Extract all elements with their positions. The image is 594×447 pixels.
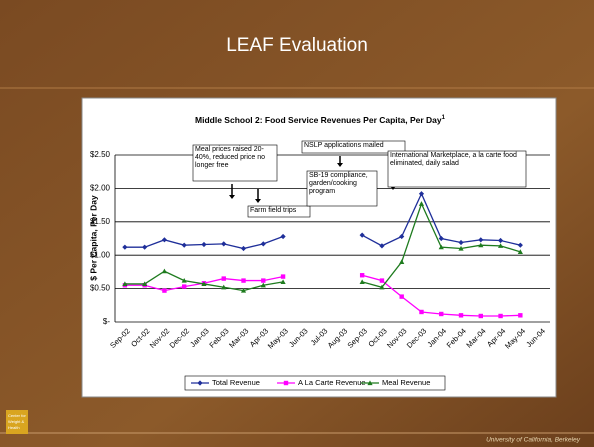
annotation-text: Meal prices raised 20-40%, reduced price…	[193, 145, 277, 171]
marker	[380, 278, 384, 282]
logo-text: Center for	[8, 413, 26, 418]
marker	[222, 276, 226, 280]
chart-title: Middle School 2: Food Service Revenues P…	[195, 115, 446, 126]
annotation: International Marketplace, a la carte fo…	[388, 151, 526, 187]
marker	[498, 314, 502, 318]
footer: University of California, Berkeley	[486, 437, 581, 444]
annotation: Farm field trips	[248, 206, 310, 217]
marker	[241, 278, 245, 282]
y-tick-label: $1.50	[90, 217, 111, 226]
marker	[518, 313, 522, 317]
y-axis-label: $ Per Capita, Per Day	[88, 195, 98, 281]
y-tick-label: $2.50	[90, 150, 111, 159]
logo-text: Health	[8, 425, 20, 430]
marker	[400, 294, 404, 298]
annotation-text: SB-19 compliance, garden/cooking program	[307, 171, 377, 197]
chart-title-text: Middle School 2: Food Service Revenues P…	[195, 115, 442, 125]
marker	[281, 274, 285, 278]
slide: LEAF Evaluation Middle School 2: Food Se…	[0, 0, 594, 447]
annotation-text: Farm field trips	[248, 206, 310, 216]
legend-label: A La Carte Revenue	[298, 378, 366, 387]
y-tick-label: $2.00	[90, 184, 111, 193]
annotation-text: International Marketplace, a la carte fo…	[388, 151, 526, 169]
marker	[439, 312, 443, 316]
y-tick-label: $1.00	[90, 250, 111, 259]
marker	[360, 273, 364, 277]
marker	[479, 314, 483, 318]
slide-title: LEAF Evaluation	[226, 35, 368, 56]
marker	[419, 310, 423, 314]
marker	[182, 284, 186, 288]
legend-marker	[284, 381, 288, 385]
logo-text: Weight &	[8, 419, 24, 424]
y-tick-label: $0.50	[90, 284, 111, 293]
marker	[459, 313, 463, 317]
annotation: SB-19 compliance, garden/cooking program	[307, 171, 377, 206]
y-tick-label: $-	[103, 317, 110, 326]
marker	[162, 288, 166, 292]
legend-label: Total Revenue	[212, 378, 260, 387]
annotation-text: NSLP applications mailed	[302, 141, 405, 151]
annotation: Meal prices raised 20-40%, reduced price…	[193, 145, 277, 181]
legend-label: Meal Revenue	[382, 378, 430, 387]
marker	[261, 278, 265, 282]
